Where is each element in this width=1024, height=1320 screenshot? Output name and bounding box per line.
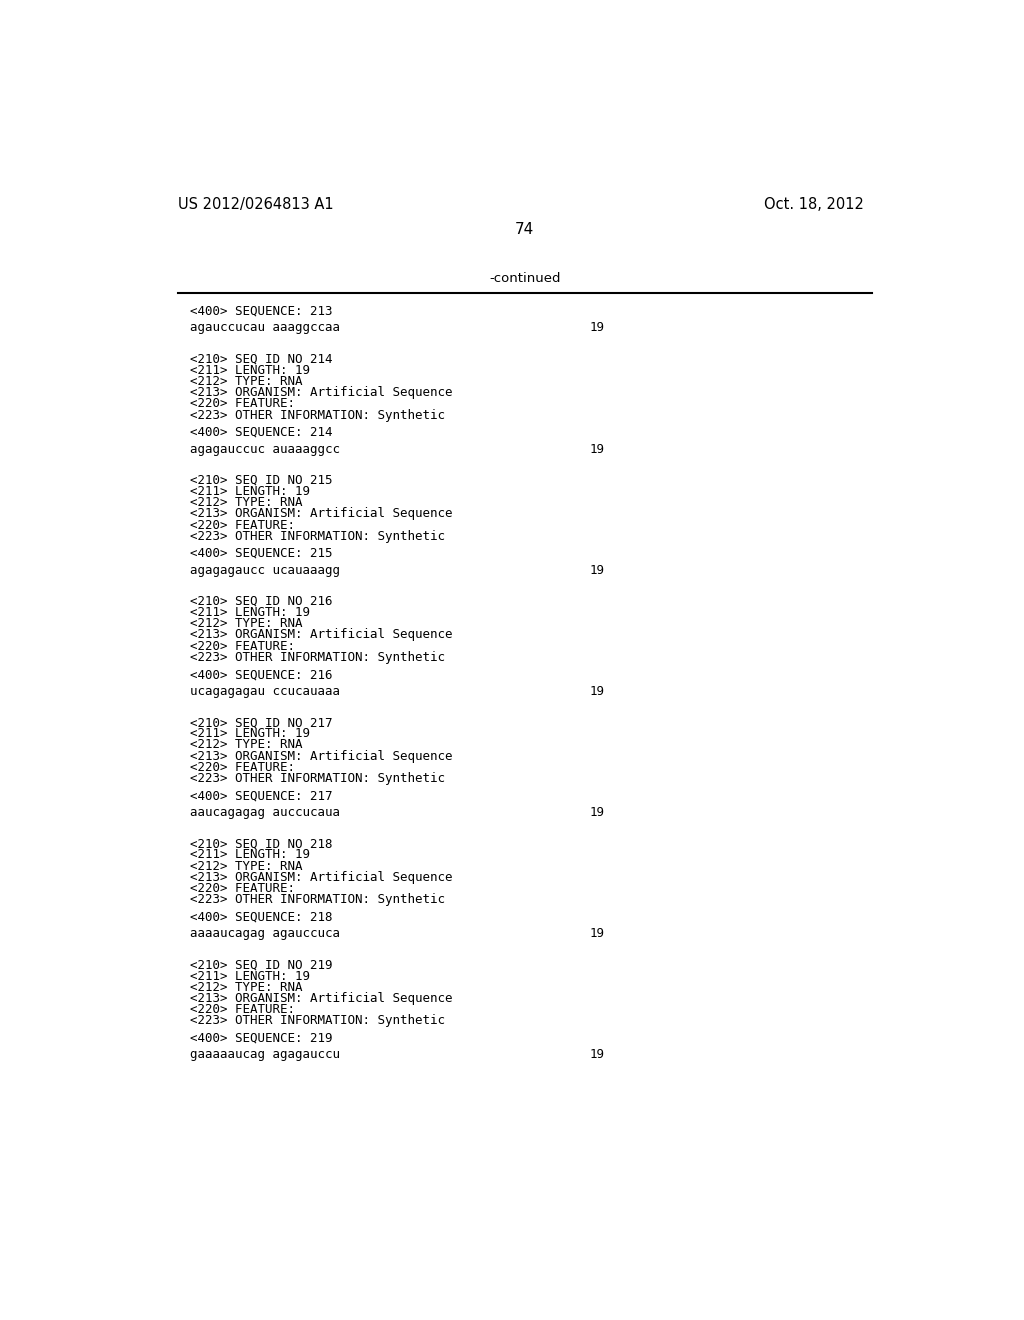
Text: 19: 19 <box>589 442 604 455</box>
Text: <400> SEQUENCE: 214: <400> SEQUENCE: 214 <box>190 426 333 438</box>
Text: <213> ORGANISM: Artificial Sequence: <213> ORGANISM: Artificial Sequence <box>190 750 453 763</box>
Text: <220> FEATURE:: <220> FEATURE: <box>190 882 295 895</box>
Text: <223> OTHER INFORMATION: Synthetic: <223> OTHER INFORMATION: Synthetic <box>190 772 445 785</box>
Text: <220> FEATURE:: <220> FEATURE: <box>190 640 295 652</box>
Text: <210> SEQ ID NO 218: <210> SEQ ID NO 218 <box>190 837 333 850</box>
Text: aaaaucagag agauccuca: aaaaucagag agauccuca <box>190 927 340 940</box>
Text: <223> OTHER INFORMATION: Synthetic: <223> OTHER INFORMATION: Synthetic <box>190 1014 445 1027</box>
Text: <213> ORGANISM: Artificial Sequence: <213> ORGANISM: Artificial Sequence <box>190 507 453 520</box>
Text: 19: 19 <box>589 927 604 940</box>
Text: <223> OTHER INFORMATION: Synthetic: <223> OTHER INFORMATION: Synthetic <box>190 408 445 421</box>
Text: <213> ORGANISM: Artificial Sequence: <213> ORGANISM: Artificial Sequence <box>190 628 453 642</box>
Text: <223> OTHER INFORMATION: Synthetic: <223> OTHER INFORMATION: Synthetic <box>190 894 445 906</box>
Text: <400> SEQUENCE: 213: <400> SEQUENCE: 213 <box>190 305 333 318</box>
Text: 19: 19 <box>589 1048 604 1061</box>
Text: <400> SEQUENCE: 218: <400> SEQUENCE: 218 <box>190 911 333 924</box>
Text: <400> SEQUENCE: 219: <400> SEQUENCE: 219 <box>190 1031 333 1044</box>
Text: Oct. 18, 2012: Oct. 18, 2012 <box>764 197 863 213</box>
Text: <210> SEQ ID NO 216: <210> SEQ ID NO 216 <box>190 595 333 609</box>
Text: <223> OTHER INFORMATION: Synthetic: <223> OTHER INFORMATION: Synthetic <box>190 651 445 664</box>
Text: <211> LENGTH: 19: <211> LENGTH: 19 <box>190 606 310 619</box>
Text: <211> LENGTH: 19: <211> LENGTH: 19 <box>190 484 310 498</box>
Text: agagauccuc auaaaggcc: agagauccuc auaaaggcc <box>190 442 340 455</box>
Text: <211> LENGTH: 19: <211> LENGTH: 19 <box>190 970 310 982</box>
Text: <210> SEQ ID NO 217: <210> SEQ ID NO 217 <box>190 717 333 729</box>
Text: <220> FEATURE:: <220> FEATURE: <box>190 760 295 774</box>
Text: 19: 19 <box>589 564 604 577</box>
Text: ucagagagau ccucauaaa: ucagagagau ccucauaaa <box>190 685 340 698</box>
Text: <212> TYPE: RNA: <212> TYPE: RNA <box>190 859 302 873</box>
Text: <212> TYPE: RNA: <212> TYPE: RNA <box>190 738 302 751</box>
Text: <213> ORGANISM: Artificial Sequence: <213> ORGANISM: Artificial Sequence <box>190 871 453 884</box>
Text: US 2012/0264813 A1: US 2012/0264813 A1 <box>178 197 334 213</box>
Text: <223> OTHER INFORMATION: Synthetic: <223> OTHER INFORMATION: Synthetic <box>190 529 445 543</box>
Text: 74: 74 <box>515 222 535 238</box>
Text: <400> SEQUENCE: 216: <400> SEQUENCE: 216 <box>190 668 333 681</box>
Text: <213> ORGANISM: Artificial Sequence: <213> ORGANISM: Artificial Sequence <box>190 991 453 1005</box>
Text: <211> LENGTH: 19: <211> LENGTH: 19 <box>190 364 310 378</box>
Text: agauccucau aaaggccaa: agauccucau aaaggccaa <box>190 322 340 334</box>
Text: <220> FEATURE:: <220> FEATURE: <box>190 1003 295 1016</box>
Text: gaaaaaucag agagauccu: gaaaaaucag agagauccu <box>190 1048 340 1061</box>
Text: <210> SEQ ID NO 215: <210> SEQ ID NO 215 <box>190 474 333 487</box>
Text: <400> SEQUENCE: 217: <400> SEQUENCE: 217 <box>190 789 333 803</box>
Text: <400> SEQUENCE: 215: <400> SEQUENCE: 215 <box>190 546 333 560</box>
Text: <212> TYPE: RNA: <212> TYPE: RNA <box>190 981 302 994</box>
Text: -continued: -continued <box>489 272 560 285</box>
Text: 19: 19 <box>589 322 604 334</box>
Text: <213> ORGANISM: Artificial Sequence: <213> ORGANISM: Artificial Sequence <box>190 387 453 399</box>
Text: aaucagagag auccucaua: aaucagagag auccucaua <box>190 807 340 818</box>
Text: <210> SEQ ID NO 214: <210> SEQ ID NO 214 <box>190 352 333 366</box>
Text: <212> TYPE: RNA: <212> TYPE: RNA <box>190 375 302 388</box>
Text: 19: 19 <box>589 685 604 698</box>
Text: <220> FEATURE:: <220> FEATURE: <box>190 397 295 411</box>
Text: <210> SEQ ID NO 219: <210> SEQ ID NO 219 <box>190 958 333 972</box>
Text: 19: 19 <box>589 807 604 818</box>
Text: <211> LENGTH: 19: <211> LENGTH: 19 <box>190 727 310 741</box>
Text: <211> LENGTH: 19: <211> LENGTH: 19 <box>190 849 310 862</box>
Text: <220> FEATURE:: <220> FEATURE: <box>190 519 295 532</box>
Text: <212> TYPE: RNA: <212> TYPE: RNA <box>190 496 302 510</box>
Text: agagagaucc ucauaaagg: agagagaucc ucauaaagg <box>190 564 340 577</box>
Text: <212> TYPE: RNA: <212> TYPE: RNA <box>190 618 302 631</box>
